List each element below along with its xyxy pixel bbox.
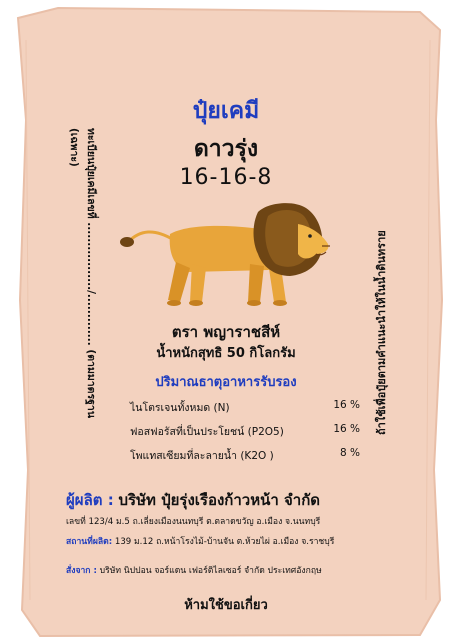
- product-type: ปุ๋ยเคมี: [192, 98, 260, 124]
- registration-label: ทะเบียนปุ๋ยเคมีเลขที่ ................./…: [68, 128, 97, 419]
- nutrient-name: โพแทสเซียมที่ละลายน้ำ (K2O ): [130, 450, 274, 462]
- nutrient-value: 8 %: [340, 447, 360, 459]
- product-formula: 16-16-8: [179, 165, 273, 190]
- nutrient-name: ฟอสฟอรัสที่เป็นประโยชน์ (P2O5): [130, 426, 284, 438]
- product-name: ดาวรุ่ง: [193, 136, 259, 162]
- factory-address: 139 ม.12 ถ.หน้าโรงไม้-บ้านจัน ต.ห้วยไผ่ …: [114, 537, 335, 547]
- import-text: บริษัท นิปปอน จอร์แดน เฟอร์ติไลเซอร์ จำก…: [99, 566, 322, 576]
- lion-icon: [120, 203, 330, 306]
- nutrients-heading: ปริมาณธาตุอาหารรับรอง: [155, 375, 297, 390]
- factory-line: สถานที่ผลิต: 139 ม.12 ถ.หน้าโรงไม้-บ้านจ…: [66, 534, 334, 548]
- nutrient-value: 16 %: [333, 423, 360, 435]
- manufacturer-label: ผู้ผลิต :: [66, 491, 114, 509]
- manufacturer-line: ผู้ผลิต : บริษัท ปุ๋ยรุ่งเรืองก้าวหน้า จ…: [66, 488, 320, 512]
- manufacturer-address: เลขที่ 123/4 ม.5 ถ.เลี่ยงเมืองนนทบุรี ต.…: [66, 517, 321, 527]
- manufacturer-company: บริษัท ปุ๋ยรุ่งเรืองก้าวหน้า จำกัด: [118, 491, 321, 509]
- import-label: สั่งจาก :: [66, 566, 97, 576]
- nutrient-value: 16 %: [333, 399, 360, 411]
- factory-label: สถานที่ผลิต:: [66, 537, 113, 547]
- brand-name: ตรา พญาราชสีห์: [171, 323, 281, 341]
- nutrient-name: ไนโตรเจนทั้งหมด (N): [130, 402, 230, 414]
- net-weight: น้ำหนักสุทธิ 50 กิโลกรัม: [156, 346, 296, 361]
- import-line: สั่งจาก : บริษัท นิปปอน จอร์แดน เฟอร์ติไ…: [66, 563, 322, 577]
- bag-outline: [16, 6, 444, 638]
- usage-note: ถ้าใช้เพื่อปุ๋ยตามคำแนะนำให้ในน้ำดินทราย: [375, 230, 388, 435]
- hook-warning: ห้ามใช้ขอเกี่ยว: [184, 598, 268, 613]
